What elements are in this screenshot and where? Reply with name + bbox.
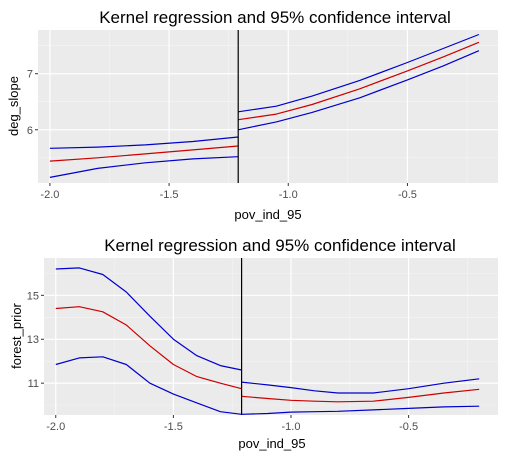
x-axis-title: pov_ind_95: [234, 207, 301, 222]
chart-title: Kernel regression and 95% confidence int…: [104, 236, 456, 255]
lower-line: [55, 356, 242, 415]
series-lines: [55, 267, 480, 415]
x-tick-label: -1.5: [160, 189, 179, 201]
upper-line: [238, 33, 480, 113]
chart-title: Kernel regression and 95% confidence int…: [99, 8, 451, 27]
y-tick-label: 7: [27, 69, 33, 81]
x-tick-label: -1.0: [279, 189, 298, 201]
x-tick-label: -1.0: [282, 421, 301, 433]
x-axis-ticks: -2.0 -1.5 -1.0 -0.5: [40, 183, 417, 201]
x-axis-title: pov_ind_95: [238, 436, 305, 451]
x-tick-label: -0.5: [399, 421, 418, 433]
lower-line: [49, 156, 239, 178]
lower-line: [241, 405, 480, 415]
y-axis-title: forest_prior: [9, 302, 24, 368]
estimate-line: [238, 41, 480, 121]
y-tick-label: 13: [27, 334, 39, 346]
x-tick-label: -2.0: [46, 421, 65, 433]
estimate-line: [241, 388, 480, 403]
x-tick-label: -2.0: [40, 189, 59, 201]
plot-background: [44, 258, 498, 415]
y-tick-label: 15: [27, 290, 39, 302]
chart-panel-bottom: Kernel regression and 95% confidence int…: [9, 236, 498, 451]
y-axis-ticks: 67: [27, 69, 38, 137]
estimate-line: [55, 306, 242, 390]
y-axis-title: deg_slope: [6, 76, 21, 136]
grid-lines: [38, 30, 498, 183]
x-axis-ticks: -2.0 -1.5 -1.0 -0.5: [46, 415, 418, 433]
y-tick-label: 11: [28, 378, 39, 390]
series-lines: [49, 33, 480, 178]
y-axis-ticks: 11 13 15: [27, 290, 44, 390]
upper-line: [49, 136, 239, 149]
estimate-line: [49, 145, 239, 162]
x-tick-label: -0.5: [398, 189, 417, 201]
upper-line: [55, 267, 242, 371]
plot-background: [38, 30, 498, 183]
lower-line: [238, 50, 480, 131]
chart-panel-top: Kernel regression and 95% confidence int…: [6, 8, 498, 222]
upper-line: [241, 378, 480, 394]
y-tick-label: 6: [27, 125, 33, 137]
x-tick-label: -1.5: [164, 421, 183, 433]
